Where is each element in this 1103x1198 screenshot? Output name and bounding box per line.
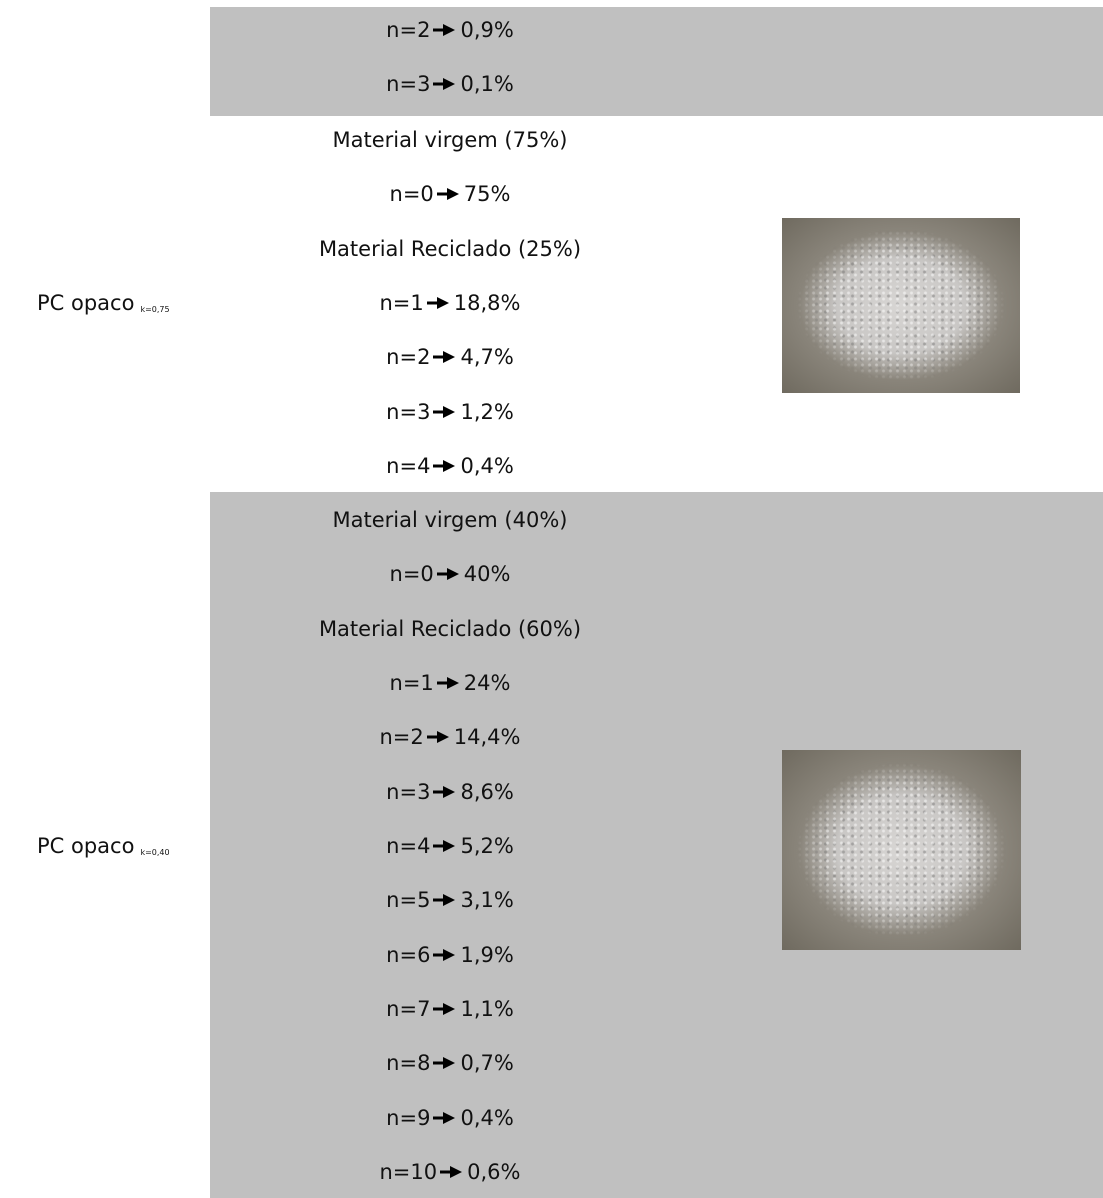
arrow [436, 676, 459, 689]
arrow [440, 1165, 463, 1178]
table-line: n=3 0,1% [210, 69, 690, 99]
cycle: n=2 [386, 345, 431, 370]
heading: Material Reciclado (60%) [318, 616, 582, 641]
percentage: 3,1% [460, 888, 514, 913]
cycle: n=1 [389, 670, 434, 695]
cycle: n=3 [386, 72, 431, 97]
arrow [433, 1002, 456, 1015]
table-line: n=2 4,7% [210, 342, 690, 372]
table-line: n=0 40% [210, 559, 690, 589]
table-line: n=9 0,4% [210, 1103, 690, 1133]
heading: Material Reciclado (25%) [318, 236, 582, 261]
arrow [433, 839, 456, 852]
cycle: n=10 [379, 1159, 438, 1184]
table-line: n=10 0,6% [210, 1157, 690, 1187]
percentage: 0,4% [460, 453, 514, 478]
cycle: n=7 [386, 996, 431, 1021]
heading: Material virgem (75%) [332, 128, 568, 152]
table-line: n=4 5,2% [210, 831, 690, 861]
table-line: n=3 8,6% [210, 777, 690, 807]
cycle: n=3 [386, 399, 431, 424]
table-line: n=1 18,8% [210, 288, 690, 318]
percentage: 40% [463, 562, 511, 587]
arrow [433, 24, 456, 36]
arrow [433, 894, 456, 907]
table-line: n=7 1,1% [210, 994, 690, 1024]
percentage: 0,1% [460, 72, 514, 97]
percentage: 75% [463, 182, 511, 207]
table-line: n=3 1,2% [210, 397, 690, 427]
table-line: n=2 0,9% [210, 15, 690, 45]
arrow [433, 1057, 456, 1070]
percentage: 0,4% [460, 1105, 514, 1130]
arrow [433, 405, 456, 418]
table-line: n=2 14,4% [210, 722, 690, 752]
material: PC opaco [37, 833, 135, 858]
arrow [433, 948, 456, 961]
cycle: n=2 [379, 725, 424, 750]
row-label: PC opaco k=0,40 [37, 831, 170, 861]
percentage: 4,7% [460, 345, 514, 370]
percentage: 0,6% [467, 1159, 521, 1184]
percentage: 5,2% [460, 833, 514, 858]
cycle: n=4 [386, 833, 431, 858]
material: PC opaco [37, 290, 135, 315]
table-line: Material virgem (40%) [210, 505, 690, 535]
table-line: n=5 3,1% [210, 885, 690, 915]
arrow [433, 459, 456, 472]
subscript: k=0,75 [140, 304, 170, 314]
percentage: 1,1% [460, 996, 514, 1021]
percentage: 24% [463, 670, 511, 695]
cycle: n=6 [386, 942, 431, 967]
table-line: Material Reciclado (25%) [210, 234, 690, 264]
arrow [433, 78, 456, 91]
arrow [436, 568, 459, 581]
table-line: n=1 24% [210, 668, 690, 698]
cycle: n=0 [389, 182, 434, 207]
photo [782, 750, 1021, 950]
percentage: 1,9% [460, 942, 514, 967]
table-line: Material virgem (75%) [210, 125, 690, 155]
percentage: 0,7% [460, 1051, 514, 1076]
cycle: n=5 [386, 888, 431, 913]
subscript: k=0,40 [140, 847, 170, 857]
cycle: n=1 [379, 290, 424, 315]
photo [782, 218, 1020, 393]
percentage: 8,6% [460, 779, 514, 804]
percentage: 1,2% [460, 399, 514, 424]
row-shading [210, 7, 1103, 116]
arrow [436, 188, 459, 201]
cycle: n=0 [389, 562, 434, 587]
percentage: 14,4% [453, 725, 521, 750]
arrow [426, 296, 449, 309]
table-line: n=4 0,4% [210, 451, 690, 481]
cycle: n=2 [386, 18, 431, 42]
row-label: PC opaco k=0,75 [37, 288, 170, 318]
cycle: n=8 [386, 1051, 431, 1076]
heading: Material virgem (40%) [332, 508, 568, 532]
arrow [433, 1111, 456, 1124]
percentage: 0,9% [460, 18, 514, 42]
arrow [426, 731, 449, 744]
table-line: n=0 75% [210, 179, 690, 209]
cycle: n=3 [386, 779, 431, 804]
table-line: n=8 0,7% [210, 1048, 690, 1078]
arrow [433, 351, 456, 364]
arrow [433, 785, 456, 798]
table-line: Material Reciclado (60%) [210, 614, 690, 644]
table-line: n=6 1,9% [210, 940, 690, 970]
percentage: 18,8% [453, 290, 521, 315]
cycle: n=9 [386, 1105, 431, 1130]
cycle: n=4 [386, 453, 431, 478]
